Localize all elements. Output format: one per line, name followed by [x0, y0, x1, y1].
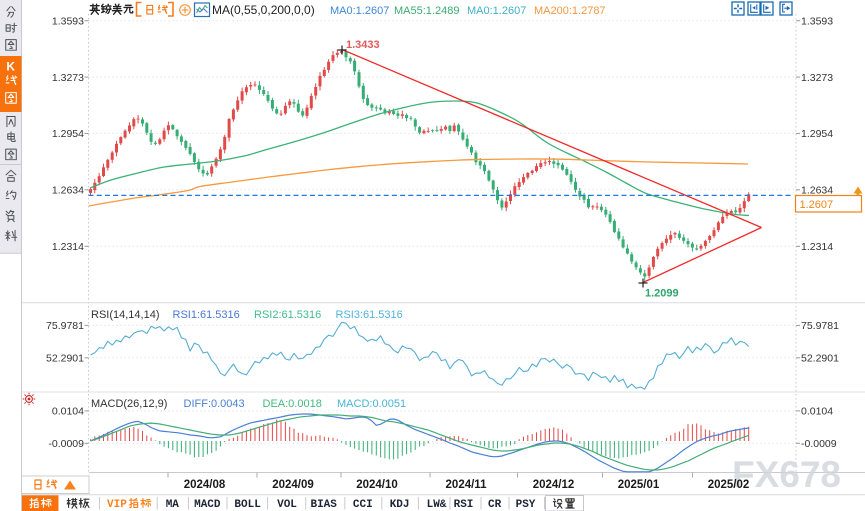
svg-text:1.2954: 1.2954 [801, 128, 833, 140]
svg-text:75.9781: 75.9781 [46, 320, 84, 332]
svg-text:52.2901: 52.2901 [46, 353, 84, 365]
svg-text:MA(0,55,0,200,0,0): MA(0,55,0,200,0,0) [212, 3, 315, 17]
svg-text:2024/09: 2024/09 [272, 479, 314, 491]
svg-text:1.2314: 1.2314 [801, 241, 833, 253]
svg-text:1.3433: 1.3433 [346, 39, 380, 51]
svg-text:2025/02: 2025/02 [708, 479, 750, 491]
svg-text:RSI2:61.5316: RSI2:61.5316 [254, 309, 321, 321]
svg-text:1.2634: 1.2634 [801, 185, 833, 197]
svg-text:1.2634: 1.2634 [52, 185, 84, 197]
svg-text:MACD(26,12,9): MACD(26,12,9) [91, 398, 167, 410]
svg-text:-0.0009: -0.0009 [801, 438, 837, 450]
svg-text:1.3593: 1.3593 [52, 15, 84, 27]
svg-text:RSI3:61.5316: RSI3:61.5316 [336, 309, 403, 321]
svg-text:MA200:1.2787: MA200:1.2787 [534, 5, 606, 17]
svg-text:LW&: LW& [427, 499, 447, 511]
svg-text:75.9781: 75.9781 [801, 320, 839, 332]
svg-text:RSI1:61.5316: RSI1:61.5316 [173, 309, 240, 321]
svg-text:0.0104: 0.0104 [52, 406, 84, 418]
svg-text:1.3273: 1.3273 [801, 72, 833, 84]
svg-text:2024/08: 2024/08 [184, 479, 226, 491]
svg-text:0.0104: 0.0104 [801, 406, 833, 418]
svg-text:1.2607: 1.2607 [800, 199, 834, 211]
svg-text:RSI: RSI [454, 499, 474, 511]
svg-text:MA: MA [166, 499, 180, 511]
svg-text:DEA:0.0018: DEA:0.0018 [263, 398, 322, 410]
svg-text:PSY: PSY [516, 499, 536, 511]
svg-text:MA0:1.2607: MA0:1.2607 [330, 5, 389, 17]
svg-text:2025/01: 2025/01 [618, 479, 660, 491]
svg-text:DIFF:0.0043: DIFF:0.0043 [184, 398, 245, 410]
svg-text:MACD:0.0051: MACD:0.0051 [337, 398, 406, 410]
svg-text:1.2954: 1.2954 [52, 128, 84, 140]
svg-text:2024/12: 2024/12 [533, 479, 575, 491]
svg-text:VIP: VIP [107, 499, 127, 511]
svg-text:1.2099: 1.2099 [645, 288, 679, 300]
svg-text:2024/10: 2024/10 [356, 479, 398, 491]
svg-text:BOLL: BOLL [234, 499, 261, 511]
svg-text:KDJ: KDJ [390, 499, 410, 511]
svg-text:RSI(14,14,14): RSI(14,14,14) [91, 309, 159, 321]
svg-text:2024/11: 2024/11 [446, 479, 488, 491]
svg-text:VOL: VOL [277, 499, 297, 511]
svg-text:-0.0009: -0.0009 [48, 438, 84, 450]
svg-text:BIAS: BIAS [310, 499, 337, 511]
svg-text:CCI: CCI [353, 499, 373, 511]
svg-text:CR: CR [488, 499, 502, 511]
svg-text:MACD: MACD [194, 499, 221, 511]
svg-text:MA0:1.2607: MA0:1.2607 [467, 5, 526, 17]
svg-text:1.3593: 1.3593 [801, 15, 833, 27]
svg-text:FX678: FX678 [732, 454, 841, 495]
svg-text:1.3273: 1.3273 [52, 72, 84, 84]
svg-text:K: K [6, 60, 15, 74]
svg-text:MA55:1.2489: MA55:1.2489 [394, 5, 459, 17]
svg-text:52.2901: 52.2901 [801, 353, 839, 365]
svg-text:1.2314: 1.2314 [52, 241, 84, 253]
